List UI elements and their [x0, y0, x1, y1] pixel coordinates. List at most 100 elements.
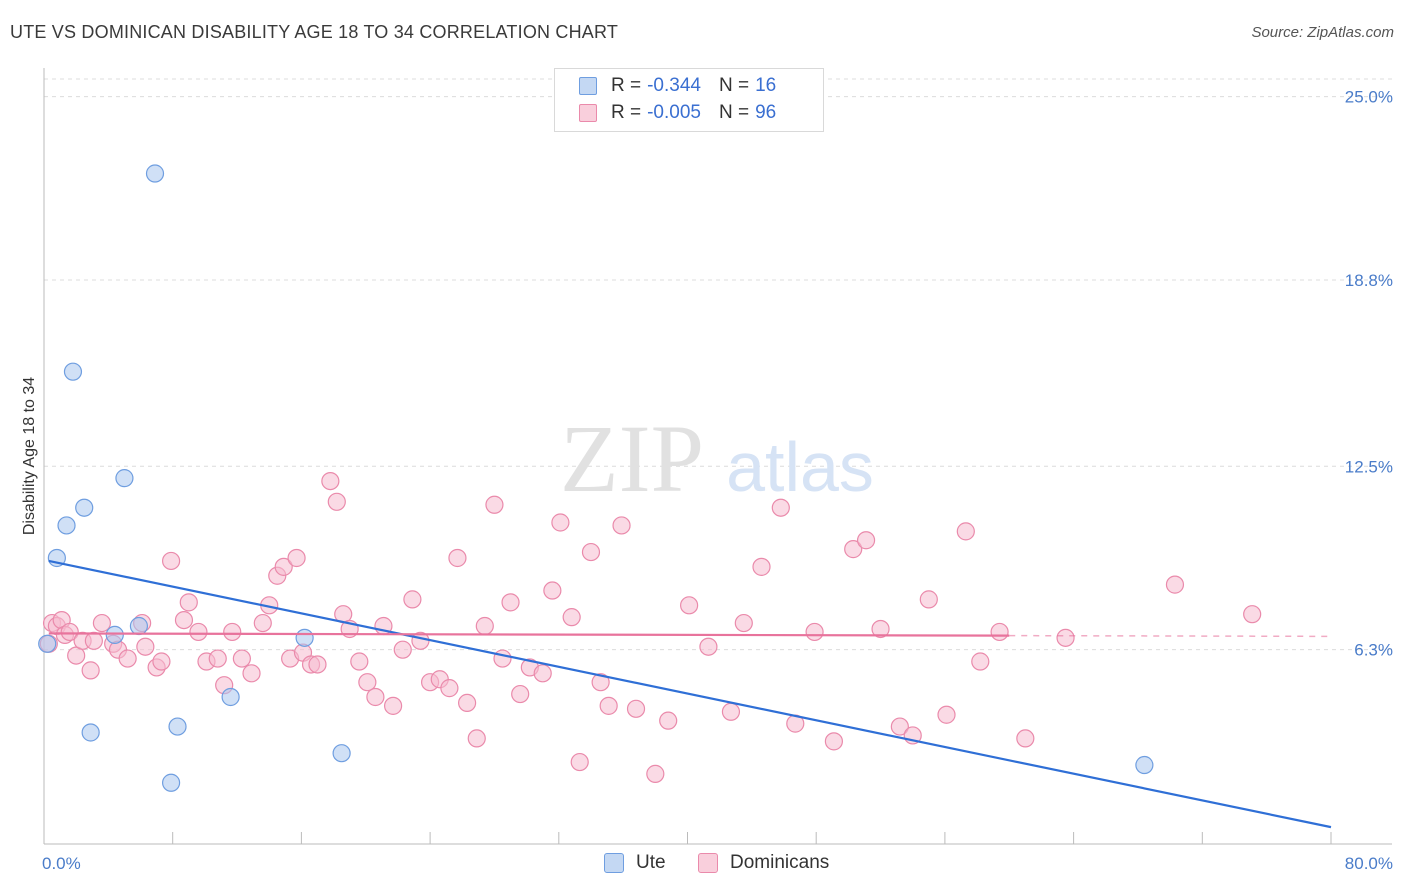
data-point-dominicans: [393, 640, 412, 659]
data-point-dominicans: [591, 673, 610, 692]
legend-label-ute: Ute: [636, 852, 666, 873]
watermark: ZIP atlas: [560, 405, 874, 512]
data-point-dominicans: [179, 593, 198, 612]
data-point-dominicans: [242, 664, 261, 683]
axis-labels: 6.3% 12.5% 18.8% 25.0% 0.0% 80.0% Disability A…: [21, 88, 1393, 873]
data-point-dominicans: [174, 611, 194, 630]
series-ute: [38, 164, 1154, 792]
data-point-dominicans: [493, 649, 512, 668]
data-point-dominicans: [287, 548, 306, 568]
data-point-dominicans: [1056, 628, 1075, 647]
trend-line-dominicans-extension: [1009, 634, 1332, 638]
data-point-ute: [295, 628, 314, 647]
data-point-dominicans: [1243, 605, 1262, 624]
data-point-dominicans: [274, 557, 293, 576]
data-point-dominicans: [308, 655, 327, 674]
data-point-dominicans: [699, 637, 718, 656]
data-point-dominicans: [511, 684, 530, 704]
data-point-dominicans: [956, 522, 975, 541]
data-point-dominicans: [458, 693, 477, 713]
data-point-dominicans: [161, 551, 181, 571]
data-point-dominicans: [448, 548, 467, 568]
data-point-ute: [63, 362, 83, 381]
legend-item-ute[interactable]: Ute: [604, 852, 666, 874]
legend-n-value-dominicans: 96: [755, 102, 777, 123]
data-point-dominicans: [626, 699, 646, 718]
y-tick-label: 25.0%: [1345, 88, 1393, 107]
data-point-dominicans: [501, 593, 520, 612]
legend-swatch-ute: [604, 853, 624, 873]
axes: [43, 68, 1392, 845]
data-point-dominicans: [937, 705, 956, 724]
data-point-ute: [81, 723, 100, 742]
legend-r-label: R =: [611, 102, 642, 123]
data-point-dominicans: [350, 652, 369, 671]
data-point-dominicans: [581, 542, 601, 562]
trend-lines: [48, 559, 1332, 829]
legend-swatch-dominicans: [698, 853, 718, 873]
data-point-ute: [145, 164, 165, 183]
data-point-dominicans: [752, 557, 771, 576]
series-legend: Ute Dominicans: [0, 852, 1406, 876]
data-point-dominicans: [84, 631, 103, 650]
legend-row-dominicans: R = -0.005 N = 96: [579, 100, 794, 126]
x-tick-label-min: 0.0%: [42, 854, 81, 873]
correlation-legend: R = -0.344 N = 16 R = -0.005 N = 96: [554, 68, 824, 132]
data-point-dominicans: [253, 613, 272, 633]
data-point-dominicans: [599, 696, 618, 715]
legend-swatch-dominicans: [579, 104, 597, 122]
data-point-ute: [1135, 755, 1154, 775]
data-point-dominicans: [223, 622, 242, 642]
data-point-dominicans: [721, 702, 741, 721]
data-point-ute: [168, 717, 187, 736]
data-point-dominicans: [612, 516, 631, 535]
data-point-dominicans: [485, 495, 504, 514]
data-point-dominicans: [533, 664, 552, 683]
data-point-dominicans: [844, 540, 863, 559]
data-point-dominicans: [871, 619, 890, 639]
legend-r-value-ute: -0.344: [647, 75, 701, 96]
data-point-ute: [75, 498, 94, 517]
data-point-dominicans: [358, 673, 377, 692]
data-point-ute: [115, 469, 134, 488]
data-point-ute: [57, 516, 76, 535]
watermark-atlas: atlas: [726, 428, 874, 506]
legend-label-dominicans: Dominicans: [730, 852, 830, 873]
data-point-dominicans: [152, 652, 171, 671]
legend-row-ute: R = -0.344 N = 16: [579, 73, 794, 99]
data-point-dominicans: [824, 732, 843, 751]
y-tick-label: 6.3%: [1354, 641, 1393, 660]
data-point-dominicans: [919, 590, 938, 609]
data-point-ute: [38, 634, 57, 653]
data-point-ute: [221, 687, 240, 707]
data-point-dominicans: [659, 711, 678, 730]
source-label: Source: ZipAtlas.com: [1251, 24, 1394, 41]
data-point-dominicans: [383, 696, 403, 715]
data-point-ute: [105, 625, 124, 644]
x-tick-label-max: 80.0%: [1345, 854, 1393, 873]
y-tick-label: 12.5%: [1345, 457, 1393, 476]
data-point-dominicans: [403, 590, 422, 609]
data-point-dominicans: [475, 616, 494, 636]
data-point-dominicans: [81, 661, 100, 680]
data-point-dominicans: [321, 471, 340, 491]
y-tick-label: 18.8%: [1345, 271, 1393, 290]
legend-n-label: N =: [718, 75, 750, 96]
data-point-dominicans: [1165, 575, 1185, 594]
watermark-zip: ZIP: [560, 405, 704, 512]
data-point-dominicans: [680, 596, 699, 615]
y-axis-label: Disability Age 18 to 34: [21, 377, 38, 535]
data-point-ute: [332, 744, 351, 763]
data-point-dominicans: [543, 581, 562, 600]
data-point-dominicans: [890, 717, 909, 736]
legend-swatch-ute: [579, 77, 597, 95]
legend-r-value-dominicans: -0.005: [647, 102, 701, 123]
legend-item-dominicans[interactable]: Dominicans: [698, 852, 829, 874]
data-point-dominicans: [232, 649, 251, 668]
data-point-dominicans: [805, 622, 824, 642]
data-point-dominicans: [189, 622, 208, 642]
legend-r-label: R =: [611, 75, 642, 96]
data-point-dominicans: [1016, 729, 1035, 748]
legend-n-value-ute: 16: [755, 75, 777, 96]
